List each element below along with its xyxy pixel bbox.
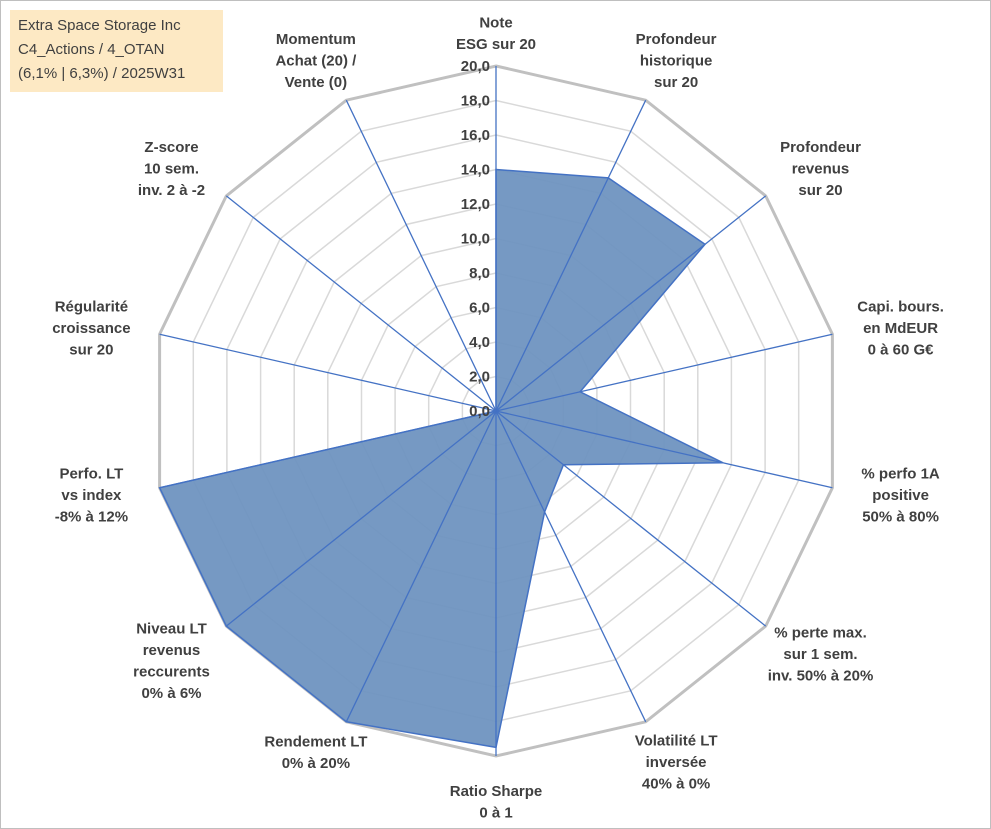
axis-label-line: historique <box>640 53 713 70</box>
axis-label: % perfo 1A positive 50% à 80% <box>861 465 940 525</box>
axis-spoke <box>159 333 497 412</box>
axis-label-line: 0% à 20% <box>282 755 350 772</box>
axis-label-line: Volatilité LT <box>635 733 718 750</box>
axis-label-line: Régularité <box>55 298 128 315</box>
axis-label-line: Vente (0) <box>285 74 348 91</box>
axis-label: Rendement LT 0% à 20% <box>264 734 367 773</box>
tick-label: 12,0 <box>461 196 490 213</box>
axis-label-line: positive <box>872 487 929 504</box>
spoke-layer <box>159 66 833 756</box>
axis-label-line: en MdEUR <box>863 320 938 337</box>
axis-label-line: ESG sur 20 <box>456 36 536 53</box>
axis-label-line: reccurents <box>133 664 210 681</box>
title-line-2: C4_Actions / 4_OTAN <box>18 41 165 58</box>
axis-spoke <box>495 99 647 412</box>
axis-label-layer: Note ESG sur 20 Profondeur historique sur 20… <box>52 15 944 822</box>
axis-label-line: 10 sem. <box>144 161 199 178</box>
axis-label-line: 0% à 6% <box>141 685 201 702</box>
axis-label: Perfo. LT vs index -8% à 12% <box>55 465 128 525</box>
axis-label-line: Profondeur <box>636 31 717 48</box>
axis-spoke <box>225 410 497 627</box>
axis-label-line: sur 20 <box>654 74 698 91</box>
axis-spoke <box>495 410 767 627</box>
title-line-3: (6,1% | 6,3%) / 2025W31 <box>18 65 186 82</box>
chart-title-box: Extra Space Storage Inc C4_Actions / 4_O… <box>10 10 223 92</box>
axis-label: Note ESG sur 20 <box>456 15 536 54</box>
axis-label-line: % perfo 1A <box>861 465 940 482</box>
axis-spoke <box>495 410 647 723</box>
tick-label: 4,0 <box>469 334 490 351</box>
axis-label-line: 0 à 60 G€ <box>868 341 935 358</box>
axis-label-line: Rendement LT <box>264 734 367 751</box>
data-series-area <box>158 168 724 749</box>
axis-label-line: sur 20 <box>69 341 113 358</box>
tick-label: 10,0 <box>461 231 490 248</box>
tick-label: 2,0 <box>469 369 490 386</box>
axis-label-line: sur 1 sem. <box>783 646 857 663</box>
axis-label: Capi. bours. en MdEUR 0 à 60 G€ <box>857 298 944 358</box>
axis-label-line: 0 à 1 <box>479 805 512 822</box>
axis-spoke <box>345 410 497 723</box>
axis-label-line: revenus <box>792 161 850 178</box>
axis-label-line: -8% à 12% <box>55 508 128 525</box>
axis-label: Z-score 10 sem. inv. 2 à -2 <box>138 139 205 199</box>
tick-label: 8,0 <box>469 265 490 282</box>
tick-label: 16,0 <box>461 127 490 144</box>
axis-label: Volatilité LT inversée 40% à 0% <box>635 733 718 793</box>
axis-spoke <box>495 410 833 489</box>
tick-label-layer: 0,0 2,0 4,0 6,0 8,0 10,0 12,0 14,0 16,0 18,0 20,0 <box>461 58 490 420</box>
axis-label-line: Achat (20) / <box>275 53 357 70</box>
axis-spoke <box>495 333 833 412</box>
axis-label-line: % perte max. <box>774 625 867 642</box>
axis-label: Momentum Achat (20) / Vente (0) <box>275 31 357 91</box>
axis-label: Niveau LT revenus reccurents 0% à 6% <box>133 621 210 703</box>
axis-label-line: Perfo. LT <box>59 465 123 482</box>
axis-label-line: Ratio Sharpe <box>450 783 543 800</box>
axis-spoke <box>495 195 767 412</box>
axis-label: Régularité croissance sur 20 <box>52 298 130 358</box>
axis-label-line: Profondeur <box>780 139 861 156</box>
title-line-1: Extra Space Storage Inc <box>18 17 181 34</box>
data-area-layer <box>158 168 724 749</box>
axis-label-line: Momentum <box>276 31 356 48</box>
axis-label-line: Note <box>479 15 512 32</box>
axis-label-line: sur 20 <box>798 182 842 199</box>
tick-label: 14,0 <box>461 162 490 179</box>
axis-label-line: Niveau LT <box>136 621 207 638</box>
axis-spoke <box>159 410 497 489</box>
tick-label: 20,0 <box>461 58 490 75</box>
axis-label: Profondeur historique sur 20 <box>636 31 717 91</box>
axis-spoke <box>225 195 497 412</box>
axis-spoke <box>345 99 497 412</box>
axis-label-line: inv. 50% à 20% <box>768 668 874 685</box>
axis-label-line: vs index <box>61 487 122 504</box>
axis-label-line: inversée <box>646 754 707 771</box>
tick-label: 6,0 <box>469 300 490 317</box>
tick-label: 18,0 <box>461 93 490 110</box>
axis-label-line: inv. 2 à -2 <box>138 182 205 199</box>
axis-label: Profondeur revenus sur 20 <box>780 139 861 199</box>
tick-label: 0,0 <box>469 403 490 420</box>
axis-label-line: Z-score <box>144 139 198 156</box>
axis-label-line: Capi. bours. <box>857 298 944 315</box>
axis-label-line: revenus <box>143 642 201 659</box>
axis-label: % perte max. sur 1 sem. inv. 50% à 20% <box>768 625 874 685</box>
axis-label-line: croissance <box>52 320 130 337</box>
axis-label-line: 40% à 0% <box>642 776 710 793</box>
axis-label: Ratio Sharpe 0 à 1 <box>450 783 543 822</box>
axis-label-line: 50% à 80% <box>862 508 939 525</box>
